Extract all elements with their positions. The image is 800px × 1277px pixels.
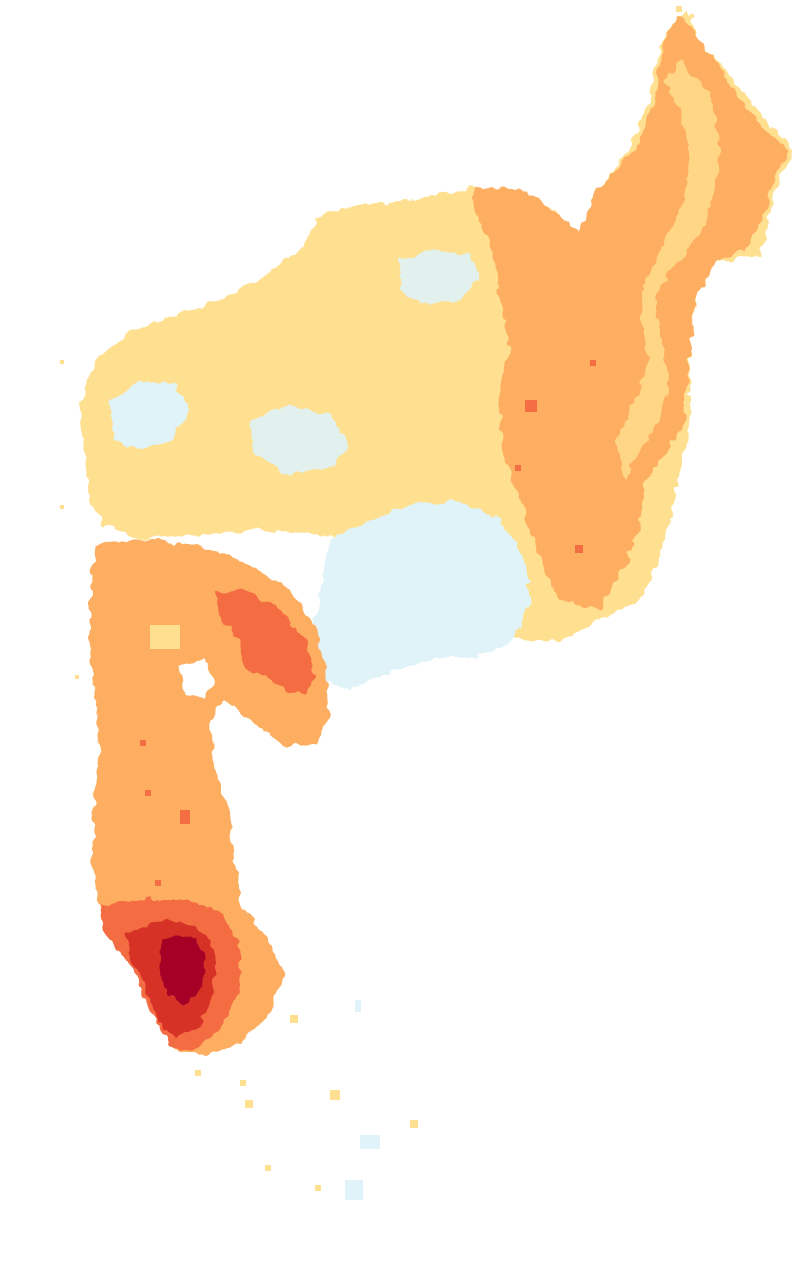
class-1-region-central (310, 500, 530, 690)
class-2-inset-east (615, 60, 720, 480)
class-6-region-core (160, 935, 205, 1005)
map-notch (180, 660, 215, 700)
speckles-north (60, 6, 694, 679)
speckles-interior (140, 360, 596, 886)
speckles-south (195, 1000, 418, 1200)
class-4-region-arm-north (215, 590, 315, 695)
class-1-region-northwest (110, 380, 190, 450)
class-1-region-north-central (400, 250, 480, 305)
class-1-region-mid (250, 405, 350, 475)
